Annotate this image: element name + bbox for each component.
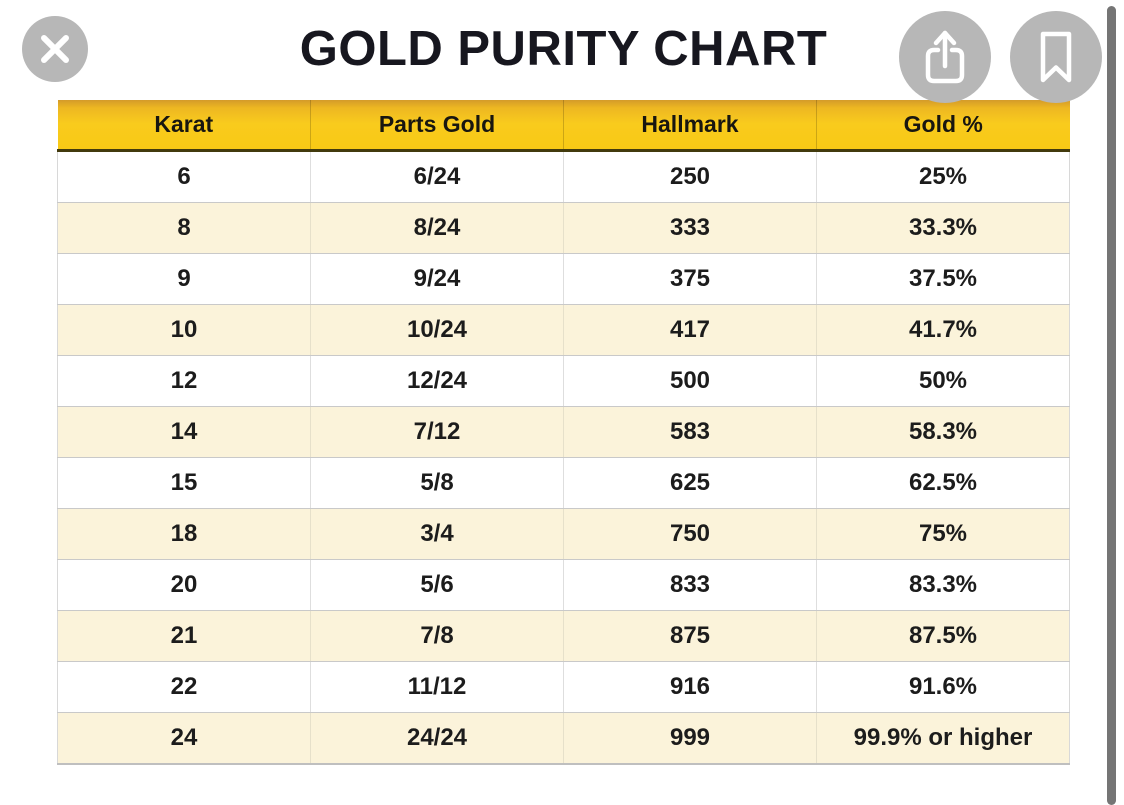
cell-karat: 6 xyxy=(57,150,311,203)
cell-hallmark: 500 xyxy=(563,355,817,407)
cell-gold-pct: 75% xyxy=(816,508,1070,560)
cell-hallmark: 916 xyxy=(563,661,817,713)
table-row: 10 10/24 417 41.7% xyxy=(57,304,1070,356)
cell-karat: 21 xyxy=(57,610,311,662)
cell-gold-pct: 37.5% xyxy=(816,253,1070,305)
bookmark-button[interactable] xyxy=(1010,11,1102,103)
table-row: 15 5/8 625 62.5% xyxy=(57,457,1070,509)
close-button[interactable] xyxy=(22,16,88,82)
cell-karat: 12 xyxy=(57,355,311,407)
cell-karat: 22 xyxy=(57,661,311,713)
cell-karat: 14 xyxy=(57,406,311,458)
gold-purity-table: Karat Parts Gold Hallmark Gold % 6 6/24 … xyxy=(57,100,1070,765)
cell-parts-gold: 24/24 xyxy=(310,712,564,765)
cell-parts-gold: 11/12 xyxy=(310,661,564,713)
close-icon xyxy=(41,35,69,63)
cell-parts-gold: 3/4 xyxy=(310,508,564,560)
page-title: GOLD PURITY CHART xyxy=(299,22,828,76)
cell-karat: 9 xyxy=(57,253,311,305)
cell-hallmark: 333 xyxy=(563,202,817,254)
cell-gold-pct: 25% xyxy=(816,150,1070,203)
cell-hallmark: 583 xyxy=(563,406,817,458)
cell-gold-pct: 41.7% xyxy=(816,304,1070,356)
cell-gold-pct: 87.5% xyxy=(816,610,1070,662)
column-header-gold-pct: Gold % xyxy=(816,100,1070,152)
cell-karat: 20 xyxy=(57,559,311,611)
table-body: 6 6/24 250 25% 8 8/24 333 33.3% 9 9/24 3… xyxy=(57,150,1070,765)
cell-gold-pct: 33.3% xyxy=(816,202,1070,254)
cell-parts-gold: 8/24 xyxy=(310,202,564,254)
cell-hallmark: 999 xyxy=(563,712,817,765)
cell-gold-pct: 50% xyxy=(816,355,1070,407)
cell-gold-pct: 83.3% xyxy=(816,559,1070,611)
share-button[interactable] xyxy=(899,11,991,103)
cell-gold-pct: 58.3% xyxy=(816,406,1070,458)
column-header-parts-gold: Parts Gold xyxy=(310,100,564,152)
table-row: 14 7/12 583 58.3% xyxy=(57,406,1070,458)
table-row: 20 5/6 833 83.3% xyxy=(57,559,1070,611)
cell-karat: 15 xyxy=(57,457,311,509)
share-icon xyxy=(925,30,965,84)
cell-parts-gold: 9/24 xyxy=(310,253,564,305)
cell-gold-pct: 91.6% xyxy=(816,661,1070,713)
table-row: 21 7/8 875 87.5% xyxy=(57,610,1070,662)
scrollbar[interactable] xyxy=(1107,6,1116,805)
table-row: 9 9/24 375 37.5% xyxy=(57,253,1070,305)
cell-karat: 10 xyxy=(57,304,311,356)
cell-hallmark: 833 xyxy=(563,559,817,611)
table-row: 24 24/24 999 99.9% or higher xyxy=(57,712,1070,765)
cell-parts-gold: 12/24 xyxy=(310,355,564,407)
column-header-karat: Karat xyxy=(57,100,311,152)
cell-gold-pct: 99.9% or higher xyxy=(816,712,1070,765)
cell-parts-gold: 7/8 xyxy=(310,610,564,662)
cell-karat: 18 xyxy=(57,508,311,560)
column-header-hallmark: Hallmark xyxy=(563,100,817,152)
cell-karat: 8 xyxy=(57,202,311,254)
table-row: 8 8/24 333 33.3% xyxy=(57,202,1070,254)
cell-hallmark: 375 xyxy=(563,253,817,305)
header-row: Karat Parts Gold Hallmark Gold % xyxy=(57,100,1070,152)
cell-hallmark: 417 xyxy=(563,304,817,356)
cell-parts-gold: 10/24 xyxy=(310,304,564,356)
cell-hallmark: 875 xyxy=(563,610,817,662)
table-header: Karat Parts Gold Hallmark Gold % xyxy=(57,100,1070,152)
cell-karat: 24 xyxy=(57,712,311,765)
cell-hallmark: 625 xyxy=(563,457,817,509)
scrollbar-thumb[interactable] xyxy=(1107,6,1116,805)
bookmark-icon xyxy=(1040,31,1072,83)
cell-hallmark: 250 xyxy=(563,150,817,203)
cell-parts-gold: 7/12 xyxy=(310,406,564,458)
cell-parts-gold: 5/8 xyxy=(310,457,564,509)
cell-parts-gold: 6/24 xyxy=(310,150,564,203)
table-row: 18 3/4 750 75% xyxy=(57,508,1070,560)
cell-hallmark: 750 xyxy=(563,508,817,560)
table-row: 6 6/24 250 25% xyxy=(57,150,1070,203)
table-row: 22 11/12 916 91.6% xyxy=(57,661,1070,713)
cell-parts-gold: 5/6 xyxy=(310,559,564,611)
table-row: 12 12/24 500 50% xyxy=(57,355,1070,407)
cell-gold-pct: 62.5% xyxy=(816,457,1070,509)
